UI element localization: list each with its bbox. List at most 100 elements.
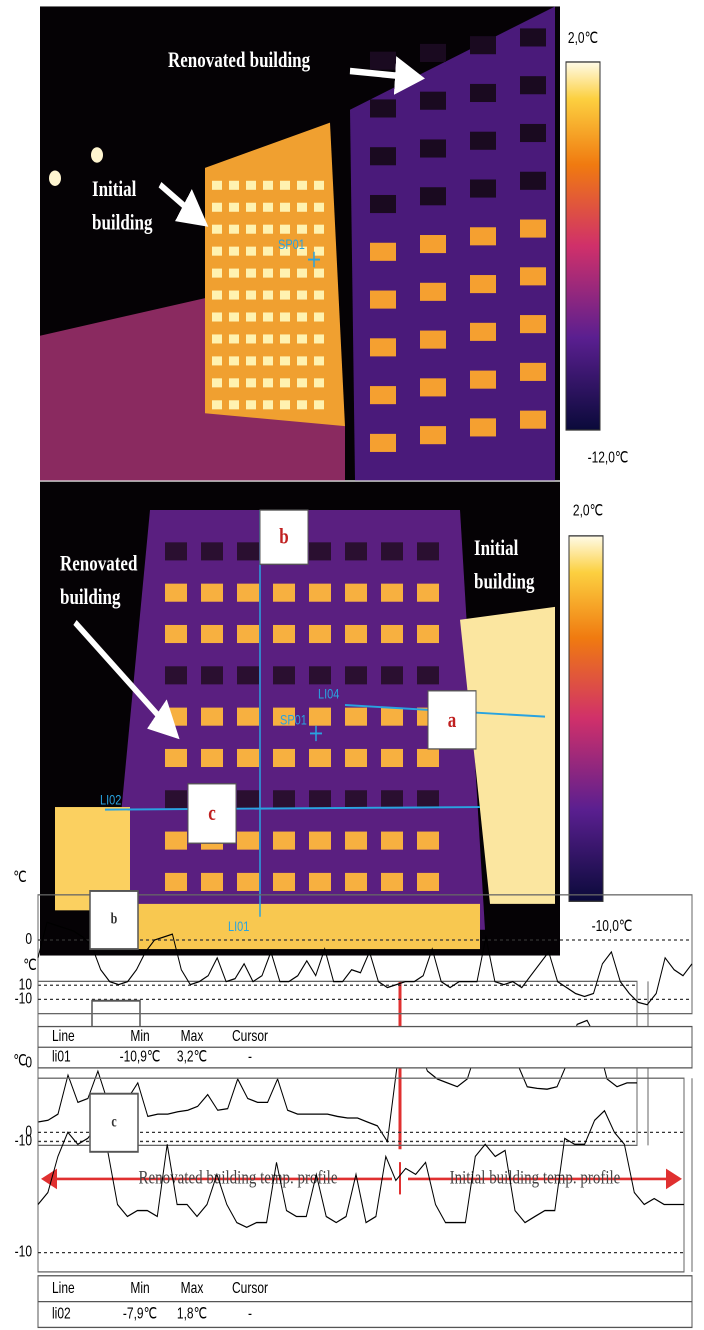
window xyxy=(297,356,307,365)
window xyxy=(229,269,239,278)
window xyxy=(297,334,307,343)
thermal-image-2: LI04 LI02 LI01 SP01 b a c Renovated buil… xyxy=(40,482,632,956)
window xyxy=(309,542,331,560)
window xyxy=(229,312,239,321)
table-cell: -10,9℃ xyxy=(120,1047,161,1065)
window xyxy=(280,291,290,300)
label: building xyxy=(92,212,153,235)
window xyxy=(280,312,290,321)
table-header: Min xyxy=(130,1278,149,1296)
window xyxy=(237,708,259,726)
window xyxy=(237,749,259,767)
window xyxy=(273,749,295,767)
window xyxy=(520,172,546,190)
window xyxy=(212,291,222,300)
window xyxy=(263,291,273,300)
window xyxy=(246,247,256,256)
window xyxy=(381,584,403,602)
window xyxy=(212,269,222,278)
window xyxy=(201,666,223,684)
window xyxy=(520,76,546,94)
window xyxy=(263,334,273,343)
scale-max: 2,0℃ xyxy=(573,501,603,519)
table-cell: - xyxy=(248,1304,252,1322)
window xyxy=(314,247,324,256)
window xyxy=(345,832,367,850)
window xyxy=(345,708,367,726)
window xyxy=(370,338,396,356)
color-bar xyxy=(566,62,600,430)
window xyxy=(280,181,290,190)
scale-min: -10,0℃ xyxy=(592,917,633,935)
window xyxy=(420,331,446,349)
window xyxy=(297,269,307,278)
window xyxy=(212,334,222,343)
window xyxy=(470,323,496,341)
window xyxy=(165,625,187,643)
label: Initial xyxy=(474,537,519,560)
window xyxy=(229,203,239,212)
chart-label: c xyxy=(111,1113,116,1130)
window xyxy=(370,52,396,70)
window xyxy=(520,124,546,142)
line-label: LI01 xyxy=(228,919,249,935)
window xyxy=(314,291,324,300)
figure: 2,0℃ -12,0℃ Renovated building Initial b… xyxy=(0,0,704,1330)
y-tick-label: 0 xyxy=(25,930,32,948)
window xyxy=(273,625,295,643)
window xyxy=(297,400,307,409)
label: Renovated building xyxy=(168,49,310,72)
window xyxy=(420,44,446,62)
window xyxy=(165,749,187,767)
window xyxy=(314,181,324,190)
table-header: Line xyxy=(52,1278,75,1296)
window xyxy=(229,356,239,365)
window xyxy=(280,269,290,278)
thermal-image-1: 2,0℃ -12,0℃ Renovated building Initial b… xyxy=(40,6,628,480)
window xyxy=(370,243,396,261)
window xyxy=(470,84,496,102)
table-header: Max xyxy=(181,1278,204,1296)
window xyxy=(417,625,439,643)
window xyxy=(165,790,187,808)
window xyxy=(520,220,546,238)
window xyxy=(417,666,439,684)
window xyxy=(297,181,307,190)
table-header: Cursor xyxy=(232,1278,268,1296)
window xyxy=(417,790,439,808)
table-cell: 1,8℃ xyxy=(177,1304,207,1322)
annotation: Renovated building temp. profile xyxy=(138,1167,337,1188)
window xyxy=(370,147,396,165)
window xyxy=(246,181,256,190)
window xyxy=(263,356,273,365)
window xyxy=(237,666,259,684)
window xyxy=(314,334,324,343)
window xyxy=(246,312,256,321)
window xyxy=(420,426,446,444)
window xyxy=(246,291,256,300)
window xyxy=(309,584,331,602)
window xyxy=(381,625,403,643)
window xyxy=(520,28,546,46)
window xyxy=(201,873,223,891)
window xyxy=(417,542,439,560)
window xyxy=(417,749,439,767)
window xyxy=(470,275,496,293)
window xyxy=(470,132,496,150)
window xyxy=(309,708,331,726)
line-label: LI04 xyxy=(318,686,339,702)
window xyxy=(212,203,222,212)
window xyxy=(314,400,324,409)
window xyxy=(229,334,239,343)
window xyxy=(520,363,546,381)
window xyxy=(263,181,273,190)
unit-label: ℃ xyxy=(23,955,36,973)
window xyxy=(212,225,222,234)
window xyxy=(420,378,446,396)
label: Initial xyxy=(92,178,137,201)
window xyxy=(263,378,273,387)
window xyxy=(345,873,367,891)
window xyxy=(237,584,259,602)
window xyxy=(345,666,367,684)
window xyxy=(297,291,307,300)
